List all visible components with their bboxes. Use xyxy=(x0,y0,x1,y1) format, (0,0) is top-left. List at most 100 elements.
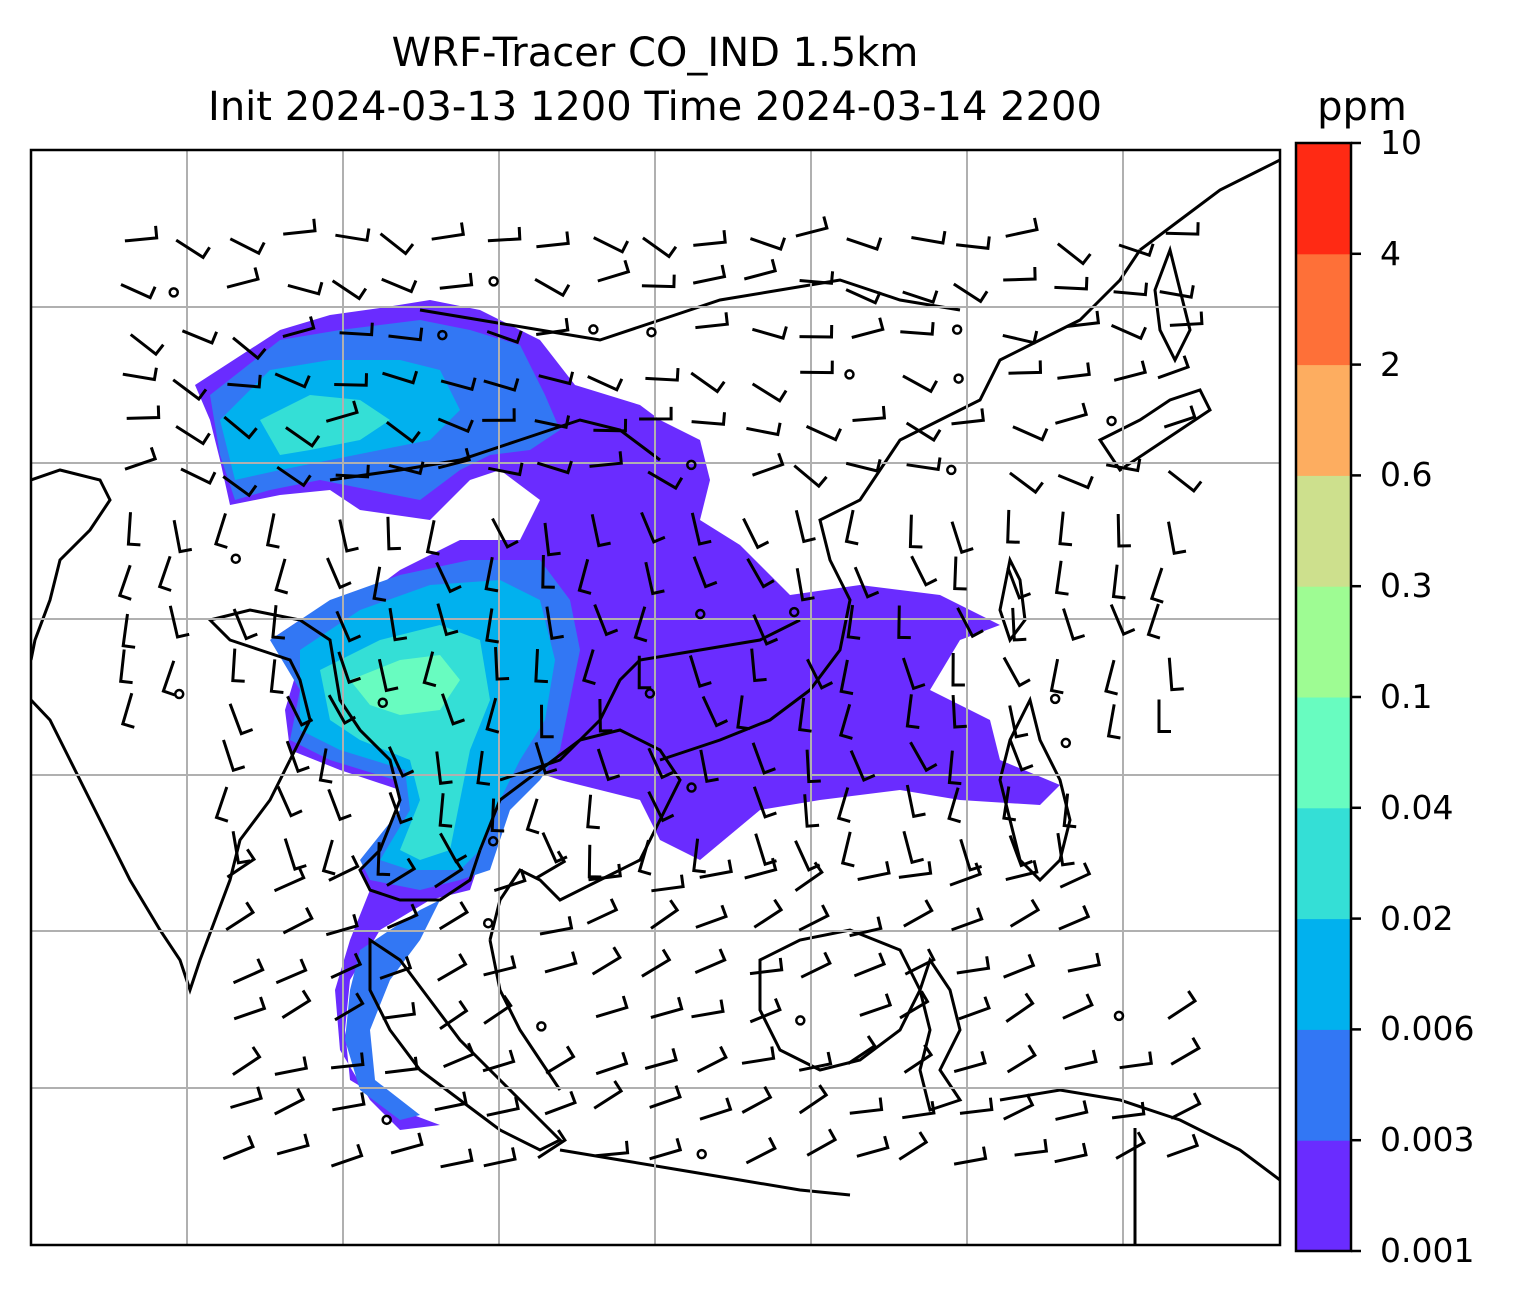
wind-barb xyxy=(794,861,824,892)
wind-barb xyxy=(181,329,218,345)
wind-barb xyxy=(836,787,851,824)
wind-barb xyxy=(386,857,417,887)
wind-barb xyxy=(390,1132,424,1155)
wind-barb xyxy=(596,748,621,782)
wind-barb xyxy=(642,236,678,259)
wind-barb xyxy=(265,513,280,549)
wind-barb xyxy=(853,952,887,978)
wind-barb xyxy=(483,1147,517,1168)
coastline-philippines xyxy=(998,695,1072,883)
wind-barb xyxy=(589,451,623,468)
colorbar-tick-label: 0.003 xyxy=(1380,1120,1475,1160)
wind-barb xyxy=(593,418,628,433)
wind-barb xyxy=(214,786,229,823)
border-china-south xyxy=(499,618,801,782)
wind-barb xyxy=(749,957,784,976)
wind-barb xyxy=(593,236,630,254)
wind-barb xyxy=(844,509,859,546)
wind-barb xyxy=(692,264,727,285)
wind-barb xyxy=(956,607,984,639)
calm-wind-marker xyxy=(686,459,697,471)
wind-barb xyxy=(388,607,408,642)
colorbar-tick-label: 0.1 xyxy=(1380,677,1433,716)
wind-barb xyxy=(587,844,602,879)
wind-barb xyxy=(1106,704,1121,740)
wind-barb xyxy=(651,874,685,893)
wind-barb xyxy=(1003,953,1036,979)
coastlines xyxy=(31,158,1280,1245)
calm-wind-marker xyxy=(1106,415,1117,427)
wind-barb xyxy=(535,317,570,336)
wind-barb xyxy=(388,327,424,342)
calm-wind-marker xyxy=(1049,693,1061,705)
wind-barb xyxy=(851,317,885,339)
wind-barb xyxy=(951,907,984,932)
calm-wind-marker xyxy=(695,608,706,620)
wind-barb xyxy=(909,741,938,773)
wind-barb xyxy=(800,951,832,979)
wind-barb xyxy=(482,1049,516,1073)
wind-barb xyxy=(385,421,421,444)
wind-barb xyxy=(175,425,211,446)
wind-barb xyxy=(947,787,962,824)
wind-barb xyxy=(1054,560,1069,596)
wind-barb xyxy=(1056,832,1075,867)
wind-barb xyxy=(752,786,777,819)
wind-barb xyxy=(485,608,499,644)
wind-barb xyxy=(225,901,256,932)
wind-barb xyxy=(1057,474,1094,490)
wind-barb xyxy=(1062,793,1077,829)
wind-barb xyxy=(1006,509,1020,544)
wind-barb xyxy=(545,606,564,641)
wind-barb xyxy=(857,861,891,881)
wind-barb xyxy=(693,230,727,247)
wind-barb xyxy=(439,1000,469,1031)
wind-barb xyxy=(172,378,208,402)
wind-barb xyxy=(124,446,158,471)
wind-barb xyxy=(845,288,882,305)
wind-barb xyxy=(1067,952,1101,973)
colorbar-segment xyxy=(1296,143,1351,255)
wind-barb xyxy=(849,1097,884,1115)
wind-barb xyxy=(701,695,729,728)
wind-barb xyxy=(1165,222,1200,236)
gridlines xyxy=(31,150,1280,1245)
wind-barb xyxy=(1066,310,1101,328)
wind-barb xyxy=(180,467,217,486)
colorbar-tick-label: 0.001 xyxy=(1380,1231,1475,1270)
wind-barb xyxy=(386,903,419,930)
wind-barb xyxy=(1149,567,1164,604)
wind-barb xyxy=(435,561,462,594)
wind-barb xyxy=(534,741,558,775)
calm-wind-marker xyxy=(377,697,389,708)
wind-barb xyxy=(699,749,719,784)
wind-barb xyxy=(647,470,684,491)
wind-barb xyxy=(955,236,991,250)
wind-barb xyxy=(436,603,459,637)
wind-barb xyxy=(696,1045,728,1074)
wind-barb xyxy=(485,697,500,734)
wind-barb xyxy=(799,324,834,339)
wind-barb xyxy=(493,868,527,893)
wind-barb xyxy=(1009,898,1041,928)
wind-barb xyxy=(852,405,887,422)
wind-barb xyxy=(586,794,600,830)
wind-barb xyxy=(1157,355,1191,380)
wind-barb xyxy=(905,694,920,729)
wind-barb xyxy=(1170,1092,1202,1120)
colorbar-segment xyxy=(1296,1140,1351,1252)
wind-barb xyxy=(587,375,624,392)
wind-barb xyxy=(694,948,727,974)
wind-barb xyxy=(490,798,505,833)
wind-barb xyxy=(847,1035,877,1065)
colorbar-tick-label: 10 xyxy=(1380,123,1422,162)
calm-wind-marker xyxy=(844,369,855,380)
coastline-korea-japan xyxy=(1139,158,1280,252)
coastline-taiwan xyxy=(998,555,1027,644)
wind-barb xyxy=(641,274,676,289)
colorbar-segment xyxy=(1296,697,1351,809)
wind-barb xyxy=(222,475,258,498)
wind-barb xyxy=(959,1097,994,1115)
wind-barb xyxy=(157,555,172,592)
wind-barb xyxy=(859,993,893,1017)
